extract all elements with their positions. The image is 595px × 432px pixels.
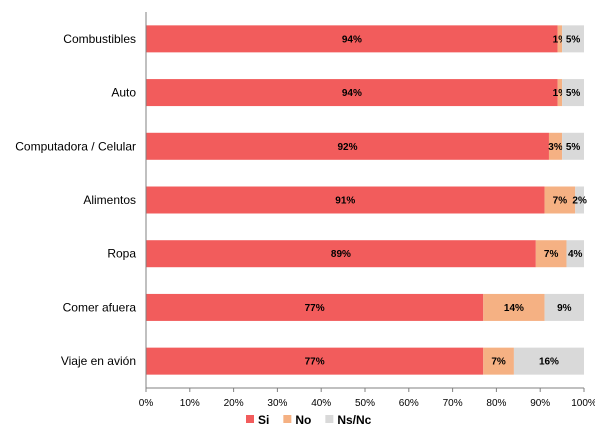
bar-si-1	[146, 25, 558, 53]
bar-no-6	[483, 293, 545, 321]
x-tick-label: 20%	[224, 398, 244, 409]
bar-si-3	[146, 132, 549, 160]
data-label: 7%	[553, 196, 568, 207]
bar-ns-nc-5	[566, 240, 584, 268]
data-label: 9%	[557, 303, 572, 314]
data-label: 94%	[342, 34, 362, 45]
bar-no-5	[535, 240, 567, 268]
legend-swatch	[246, 415, 254, 423]
data-label: 1%	[553, 34, 568, 45]
category-label: Auto	[111, 86, 136, 100]
data-label: 94%	[342, 88, 362, 99]
x-tick-label: 70%	[443, 398, 463, 409]
bar-si-7	[146, 347, 484, 375]
bar-si-2	[146, 79, 558, 107]
x-tick-label: 100%	[571, 398, 595, 409]
bar-no-3	[548, 132, 563, 160]
data-label: 77%	[305, 303, 325, 314]
data-label: 5%	[566, 34, 581, 45]
category-label: Combustibles	[63, 32, 136, 46]
data-label: 4%	[568, 249, 583, 260]
data-label: 1%	[553, 88, 568, 99]
x-tick-label: 10%	[180, 398, 200, 409]
data-label: 77%	[305, 357, 325, 368]
data-label: 5%	[566, 142, 581, 153]
legend-swatch	[325, 415, 334, 423]
data-label: 89%	[331, 249, 351, 260]
bar-ns-nc-2	[562, 79, 584, 107]
bar-ns-nc-4	[575, 186, 584, 214]
category-label: Alimentos	[83, 193, 136, 207]
data-label: 14%	[504, 303, 524, 314]
category-label: Viaje en avión	[61, 354, 136, 368]
bar-ns-nc-6	[544, 293, 584, 321]
data-label: 92%	[337, 142, 357, 153]
data-label: 2%	[572, 196, 587, 207]
bar-no-7	[483, 347, 514, 375]
data-label: 5%	[566, 88, 581, 99]
legend-label: Si	[258, 413, 269, 427]
category-labels: Combustibles Auto Computadora / Celular Ali…	[15, 32, 136, 368]
bar-si-4	[146, 186, 545, 214]
bar-si-6	[146, 293, 484, 321]
x-tick-label: 60%	[399, 398, 419, 409]
data-label: 3%	[548, 142, 563, 153]
data-label: 7%	[544, 249, 559, 260]
legend-label: No	[295, 413, 311, 427]
x-tick-label: 30%	[267, 398, 287, 409]
x-axis: 0% 10% 20% 30% 40% 50% 60% 70% 80% 90% 100%	[139, 12, 595, 409]
x-tick-label: 80%	[486, 398, 506, 409]
bar-no-4	[544, 186, 576, 214]
bar-no-2	[557, 79, 563, 107]
bars-layer: 94% 1%5%94% 1%5%92% 3% 5%91% 7% 2%89% 7% 4%77% 14…	[146, 25, 587, 375]
legend-label: Ns/Nc	[337, 413, 371, 427]
data-label: 7%	[491, 357, 506, 368]
category-label: Computadora / Celular	[15, 139, 136, 153]
category-label: Comer afuera	[63, 300, 137, 314]
data-label: 16%	[539, 357, 559, 368]
x-tick-label: 40%	[311, 398, 331, 409]
x-tick-label: 90%	[530, 398, 550, 409]
bar-ns-nc-3	[562, 132, 584, 160]
bar-si-5	[146, 240, 536, 268]
x-tick-label: 0%	[139, 398, 154, 409]
data-label: 91%	[335, 196, 355, 207]
legend: Si No Ns/Nc	[246, 413, 372, 427]
legend-swatch	[283, 415, 292, 423]
x-tick-label: 50%	[355, 398, 375, 409]
category-label: Ropa	[107, 247, 136, 261]
bar-ns-nc-1	[562, 25, 584, 53]
bar-ns-nc-7	[513, 347, 584, 375]
bar-no-1	[557, 25, 563, 53]
